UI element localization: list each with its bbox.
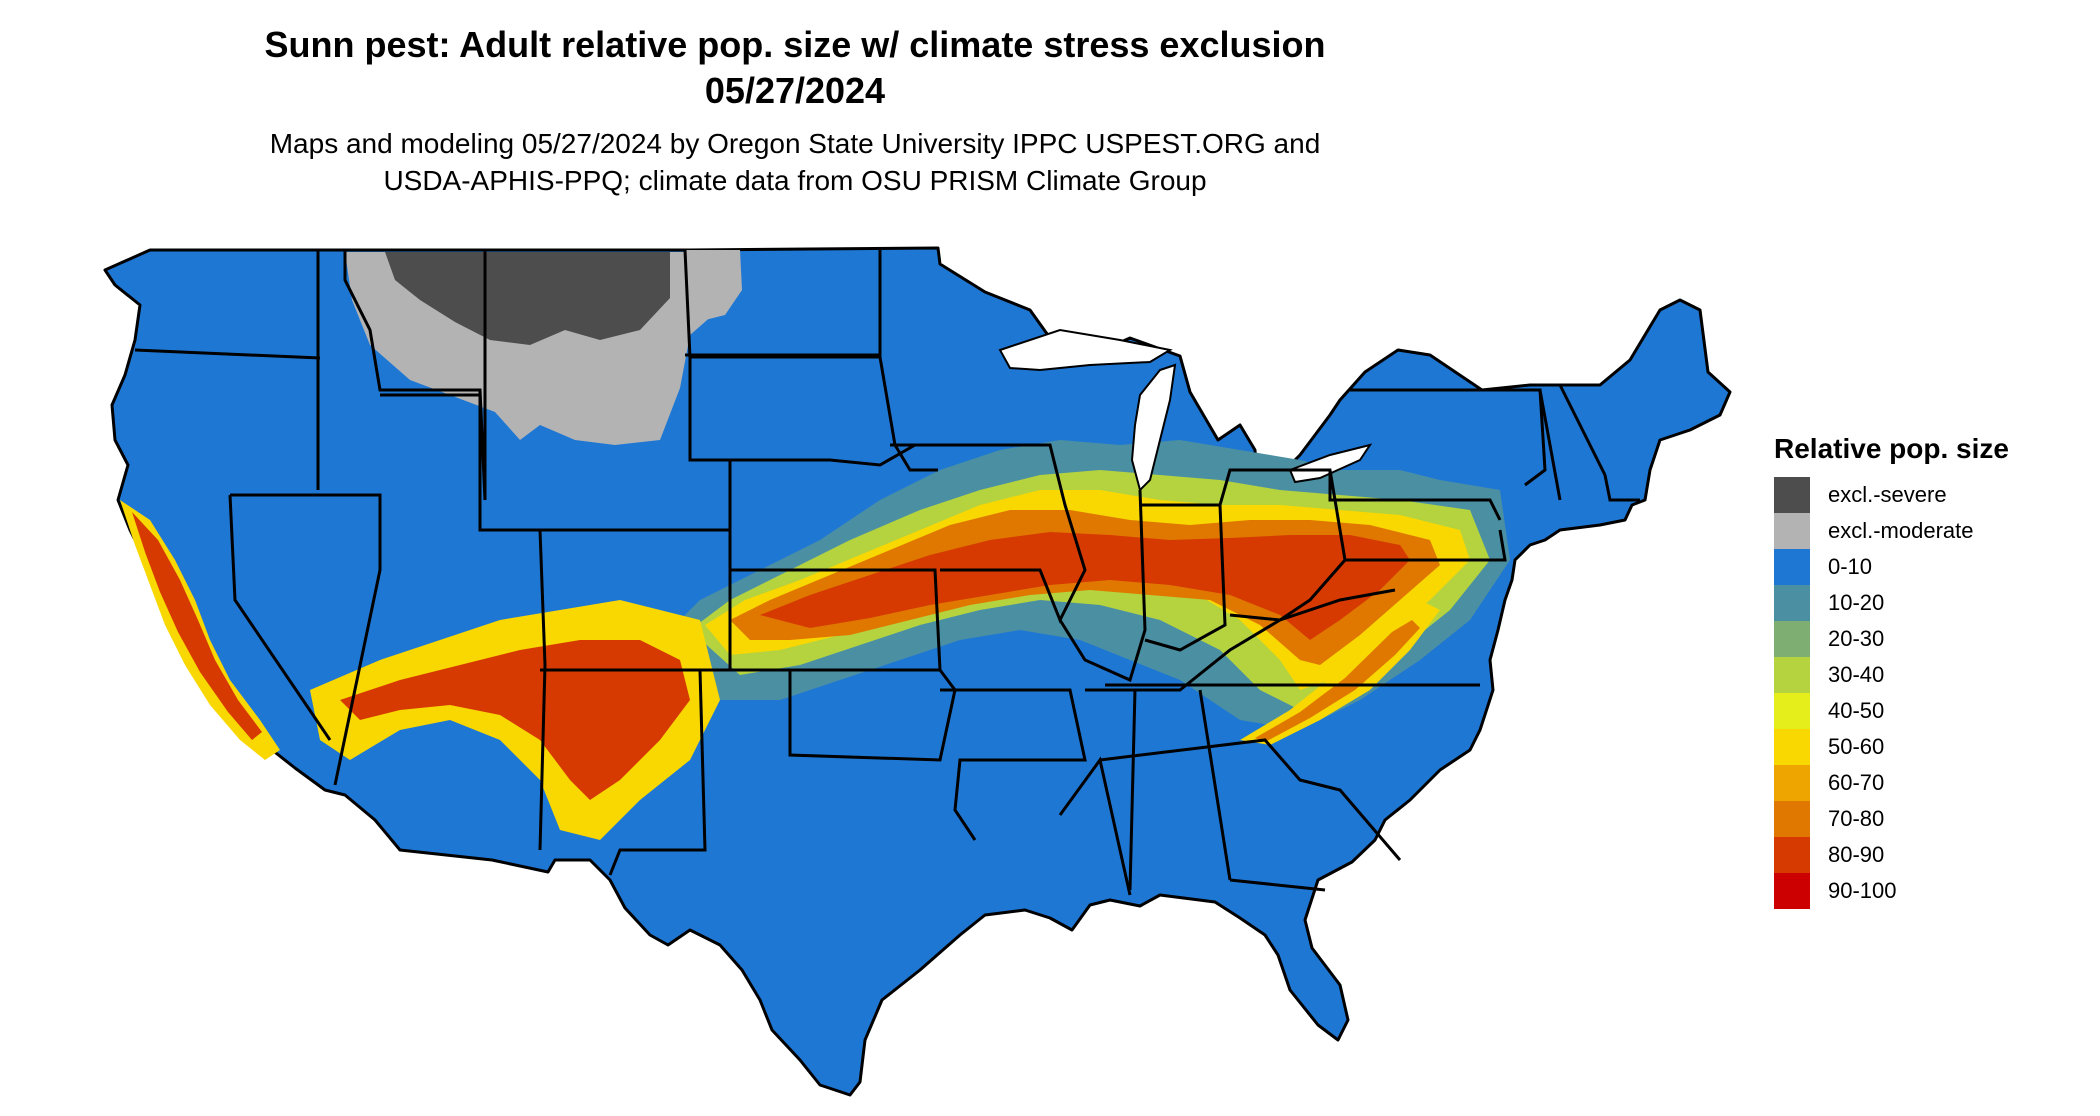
legend-swatch bbox=[1774, 549, 1810, 585]
map-date: 05/27/2024 bbox=[704, 70, 886, 111]
map-subtitle-line1: Maps and modeling 05/27/2024 by Oregon S… bbox=[269, 128, 1321, 159]
legend-item: excl.-severe bbox=[1774, 477, 2009, 513]
legend-label: excl.-severe bbox=[1828, 482, 1947, 507]
legend-item: 10-20 bbox=[1774, 585, 2009, 621]
legend-swatch bbox=[1774, 729, 1810, 765]
legend-swatch bbox=[1774, 585, 1810, 621]
map-title: Sunn pest: Adult relative pop. size w/ c… bbox=[264, 24, 1326, 65]
legend-item: 30-40 bbox=[1774, 657, 2009, 693]
legend-swatch bbox=[1774, 765, 1810, 801]
legend-swatch bbox=[1774, 693, 1810, 729]
pop-band-southwest-core bbox=[340, 640, 690, 800]
legend-items: excl.-severe excl.-moderate 0-10 10-20 20-30… bbox=[1774, 477, 2009, 909]
legend-label: 80-90 bbox=[1828, 842, 1885, 867]
lake-erie bbox=[1288, 443, 1373, 484]
excl-moderate-zone-nd bbox=[685, 250, 742, 320]
legend-item: 20-30 bbox=[1774, 621, 2009, 657]
legend-label: 60-70 bbox=[1828, 770, 1885, 795]
legend-item: 40-50 bbox=[1774, 693, 2009, 729]
state-boundaries bbox=[134, 249, 1640, 896]
excl-severe-zone bbox=[385, 252, 670, 345]
legend-label: 10-20 bbox=[1828, 590, 1885, 615]
legend-label: 0-10 bbox=[1828, 554, 1873, 579]
pop-band-appalachian-core bbox=[1255, 620, 1420, 742]
lake-michigan bbox=[1130, 363, 1177, 492]
legend-item: excl.-moderate bbox=[1774, 513, 2009, 549]
legend-item: 50-60 bbox=[1774, 729, 2009, 765]
legend-swatch bbox=[1774, 477, 1810, 513]
legend-item: 60-70 bbox=[1774, 765, 2009, 801]
pop-band-80-90 bbox=[760, 532, 1410, 640]
lake-superior bbox=[998, 328, 1173, 372]
legend-label: excl.-moderate bbox=[1828, 518, 1974, 543]
pop-band-california-core bbox=[132, 512, 262, 740]
legend-swatch bbox=[1774, 801, 1810, 837]
legend-swatch bbox=[1774, 513, 1810, 549]
legend-item: 70-80 bbox=[1774, 801, 2009, 837]
legend-swatch bbox=[1774, 873, 1810, 909]
legend-item: 0-10 bbox=[1774, 549, 2009, 585]
legend-title: Relative pop. size bbox=[1774, 433, 2009, 464]
legend-swatch bbox=[1774, 837, 1810, 873]
legend-label: 20-30 bbox=[1828, 626, 1885, 651]
legend-item: 90-100 bbox=[1774, 873, 2009, 909]
legend-swatch bbox=[1774, 657, 1810, 693]
map-subtitle-line2: USDA-APHIS-PPQ; climate data from OSU PR… bbox=[383, 165, 1207, 196]
legend-label: 50-60 bbox=[1828, 734, 1885, 759]
us-map bbox=[103, 246, 1732, 1097]
legend-label: 90-100 bbox=[1828, 878, 1897, 903]
legend-label: 70-80 bbox=[1828, 806, 1885, 831]
legend-label: 30-40 bbox=[1828, 662, 1885, 687]
legend: Relative pop. size excl.-severe excl.-mod… bbox=[1774, 433, 2009, 909]
legend-item: 80-90 bbox=[1774, 837, 2009, 873]
legend-label: 40-50 bbox=[1828, 698, 1885, 723]
legend-swatch bbox=[1774, 621, 1810, 657]
